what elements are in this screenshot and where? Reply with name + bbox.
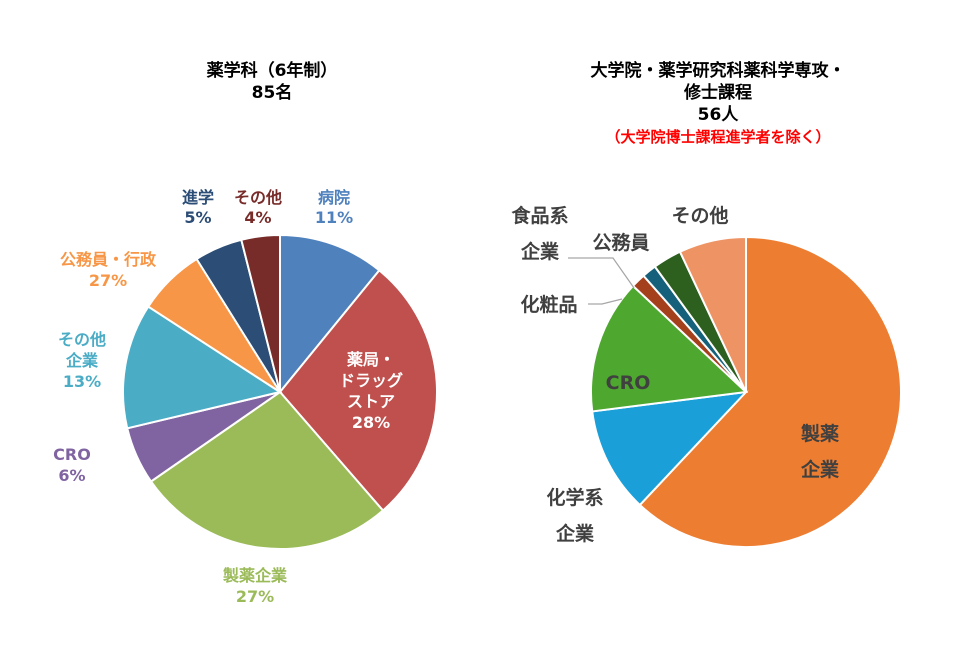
chart1-label-2: CRO	[606, 372, 651, 394]
chart1-slice-2	[589, 284, 749, 413]
chart0-slice-1	[278, 268, 438, 512]
chart1-label-4: 食品系企業	[511, 204, 568, 263]
chart0-slice-2	[149, 390, 385, 550]
chart0-label-2: 製薬企業 27%	[222, 566, 288, 606]
left-pie-slices	[122, 233, 438, 550]
chart1-label-3: 化粧品	[520, 293, 577, 316]
chart1-label-5: 公務員	[592, 231, 649, 254]
chart0-label-5: 公務員・行政 27%	[60, 250, 157, 290]
chart1-slice-0	[638, 235, 902, 548]
chart0-label-0: 病院 11%	[315, 188, 353, 227]
chart1-label-0: 製薬企業	[800, 422, 840, 481]
right-pie-leader-lines	[568, 257, 635, 305]
right-chart-count: 56人	[698, 105, 740, 125]
chart0-slice-7	[240, 233, 281, 393]
leader-food	[568, 257, 635, 289]
chart0-label-1: 薬局・ドラッグストア 28%	[339, 350, 403, 432]
chart1-slice-6	[678, 235, 747, 393]
chart0-slice-0	[279, 233, 381, 395]
left-pie-labels: 病院 11% 薬局・ドラッグストア 28% 製薬企業 27% CRO 6% その他企業 13% 公務…	[53, 188, 403, 606]
leader-cosmetics	[588, 298, 623, 305]
right-pie-chart: 大学院・薬学研究科薬科学専攻・ 修士課程 56人 （大学院博士課程進学者を除く）…	[511, 60, 902, 548]
left-pie-chart: 薬学科（6年制） 85名 病院 11% 薬局・ドラッグストア 28% 製薬企業 27% CR…	[53, 60, 438, 606]
right-chart-note: （大学院博士課程進学者を除く）	[605, 128, 830, 146]
right-pie-slices	[589, 235, 902, 548]
chart1-label-6: その他	[671, 204, 728, 227]
chart0-label-4: その他企業 13%	[58, 330, 106, 391]
right-chart-title-line-2: 修士課程	[683, 82, 752, 103]
chart0-label-3: CRO 6%	[53, 445, 91, 485]
chart1-label-1: 化学系企業	[546, 486, 603, 545]
chart1-slice-1	[591, 390, 749, 507]
chart0-label-6: 進学 5%	[182, 188, 214, 227]
right-chart-title-line-1: 大学院・薬学研究科薬科学専攻・	[591, 60, 846, 81]
left-chart-title: 薬学科（6年制）	[207, 60, 338, 81]
left-chart-count: 85名	[252, 82, 293, 103]
chart0-slice-4	[122, 305, 283, 430]
chart0-label-7: その他 4%	[234, 188, 282, 227]
